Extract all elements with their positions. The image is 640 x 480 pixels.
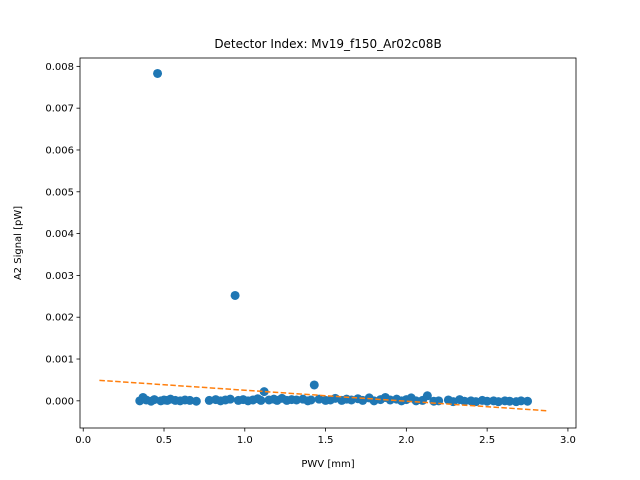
axes-frame <box>79 57 577 429</box>
data-point <box>306 395 316 405</box>
y-tick-label: 0.000 <box>45 396 74 407</box>
data-point <box>191 396 201 406</box>
data-point <box>516 396 526 406</box>
data-point <box>230 290 240 300</box>
y-tick-label: 0.005 <box>45 187 74 198</box>
data-point <box>309 380 319 390</box>
y-axis-label: A2 Signal [pW] <box>13 206 24 280</box>
x-tick-label: 1.5 <box>318 435 334 446</box>
y-tick-label: 0.007 <box>45 104 74 115</box>
data-point <box>460 396 470 406</box>
y-tick-label: 0.002 <box>45 313 74 324</box>
x-tick-label: 2.0 <box>398 435 414 446</box>
y-tick-label: 0.006 <box>45 145 74 156</box>
y-tick-label: 0.008 <box>45 62 74 73</box>
data-point <box>523 396 533 406</box>
data-point <box>259 387 269 397</box>
data-point <box>225 394 235 404</box>
chart-title: Detector Index: Mv19_f150_Ar02c08B <box>214 37 441 51</box>
y-tick-label: 0.003 <box>45 271 74 282</box>
y-axis-ticks: 0.000 0.001 0.002 0.003 0.004 0.005 0.006 0.007… <box>45 62 80 407</box>
data-point <box>153 68 163 78</box>
plot-area <box>80 58 576 428</box>
x-axis-ticks: 0.0 0.5 1.0 1.5 2.0 2.5 3.0 <box>75 428 576 446</box>
x-tick-label: 2.5 <box>479 435 495 446</box>
y-tick-label: 0.004 <box>45 229 74 240</box>
x-axis-label: PWV [mm] <box>301 459 354 470</box>
x-tick-label: 0.5 <box>156 435 172 446</box>
data-point <box>505 396 515 406</box>
data-point <box>411 396 421 406</box>
x-tick-label: 0.0 <box>75 435 91 446</box>
fit-line <box>99 379 549 412</box>
data-point <box>256 395 266 405</box>
x-tick-label: 1.0 <box>237 435 253 446</box>
y-tick-label: 0.001 <box>45 355 74 366</box>
data-marks <box>99 68 549 412</box>
data-point <box>422 391 432 401</box>
data-point <box>482 396 492 406</box>
x-tick-label: 3.0 <box>560 435 576 446</box>
